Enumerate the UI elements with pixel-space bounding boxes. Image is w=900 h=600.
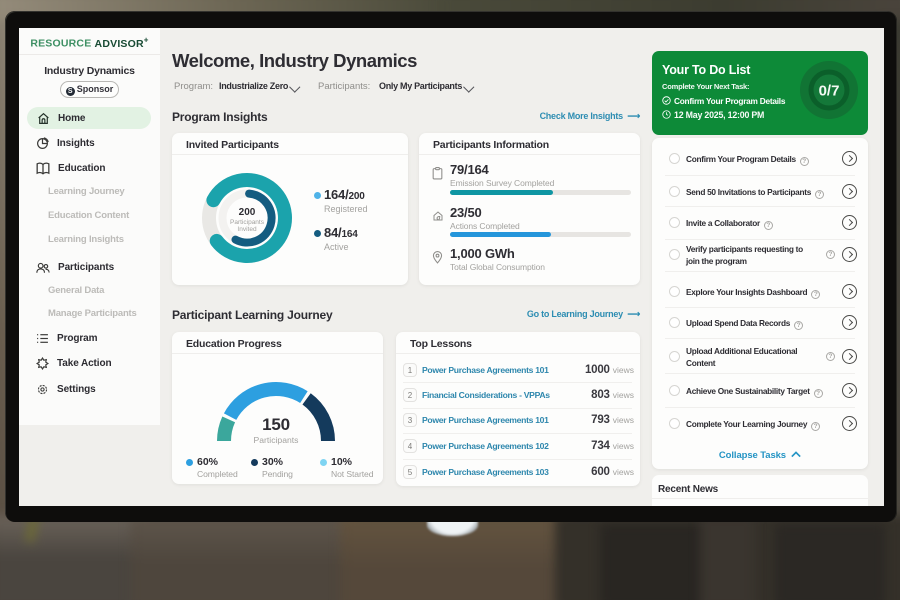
svg-text:0/7: 0/7	[819, 83, 840, 100]
